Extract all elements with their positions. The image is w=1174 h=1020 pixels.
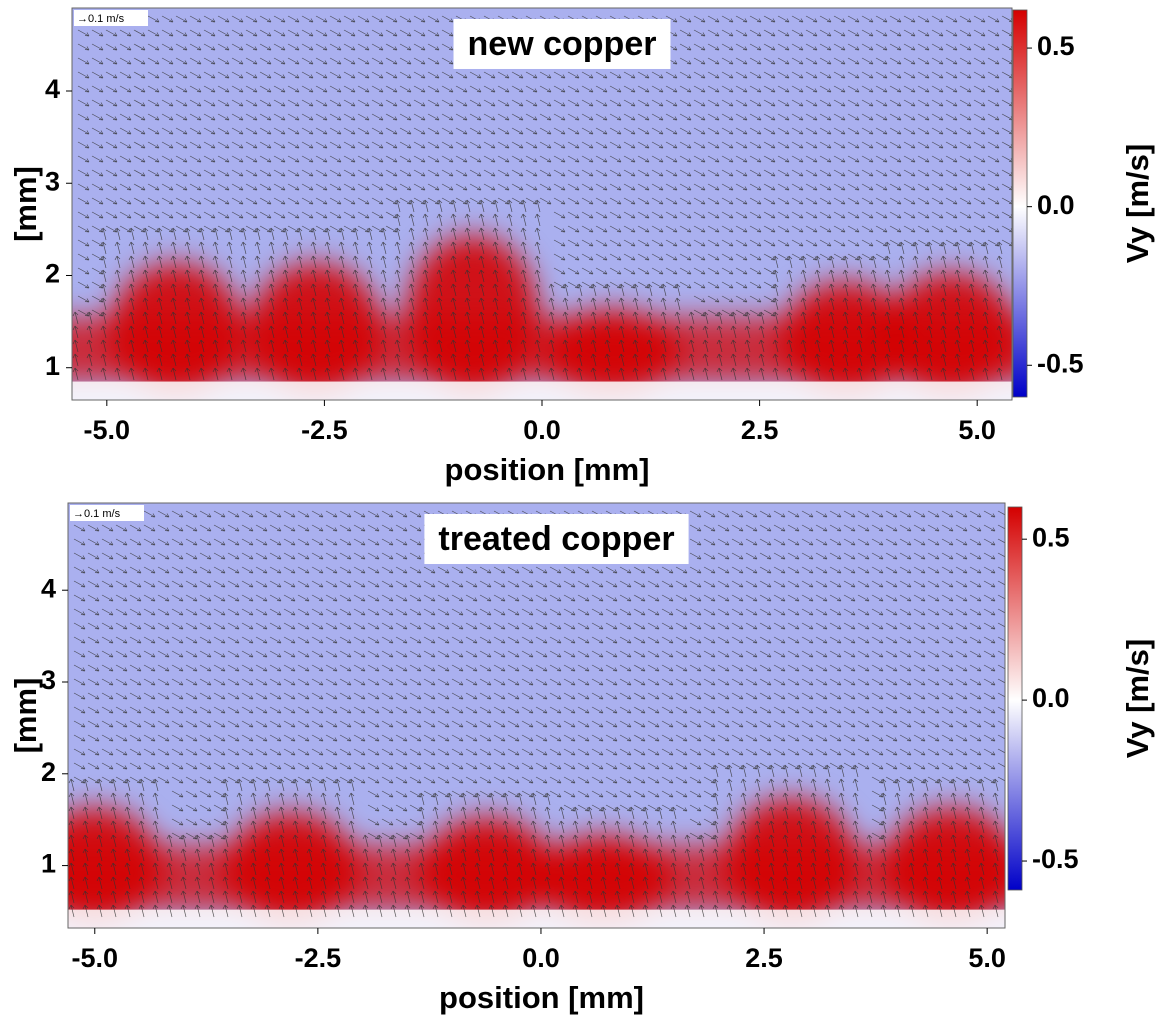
panel-title: new copper (468, 25, 657, 63)
title-box (453, 18, 671, 69)
plume (405, 235, 540, 397)
x-tick-label: 5.0 (958, 415, 996, 445)
y-tick-label: 2 (41, 757, 56, 787)
colorbar-tick-label: -0.5 (1032, 844, 1079, 874)
panel-title: treated copper (438, 520, 674, 558)
colorbar-tick-label: 0.0 (1037, 190, 1075, 220)
title-box (424, 513, 689, 564)
plume (109, 262, 244, 397)
y-tick-label: 2 (45, 259, 60, 289)
x-tick-label: 0.0 (523, 415, 561, 445)
panel: →0.1 m/s new copper -5.0 -2.5 0.0 2.5 5.0 1 2 3 4 p… (8, 7, 1155, 487)
floor-band (68, 909, 1005, 928)
colorbar-tick-label: 0.5 (1037, 31, 1075, 61)
plume-layer (72, 235, 1012, 397)
x-tick-label: 0.0 (522, 943, 560, 973)
x-tick-label: -5.0 (72, 943, 119, 973)
floor-band (72, 381, 1012, 400)
colorbar-tick-label: 0.0 (1032, 683, 1070, 713)
plume (883, 272, 1012, 397)
colorbar-label: Vy [m/s] (1120, 144, 1155, 263)
plot-area (72, 8, 1012, 400)
x-tick-label: 5.0 (968, 943, 1006, 973)
colorbar (1012, 9, 1028, 398)
colorbar (1007, 506, 1023, 891)
plume (884, 807, 1005, 925)
x-axis-label: position [mm] (445, 452, 650, 487)
reference-box (74, 10, 148, 26)
y-tick-label: 3 (45, 166, 60, 196)
plume (420, 816, 555, 925)
colorbar-tick-label: 0.5 (1032, 522, 1070, 552)
reference-box (70, 505, 144, 521)
reference-vector: →0.1 m/s (77, 13, 125, 25)
y-axis-label: [mm] (8, 166, 43, 242)
x-tick-label: -2.5 (295, 943, 342, 973)
x-tick-label: -5.0 (84, 415, 131, 445)
plot-frame (67, 502, 1006, 929)
y-tick-label: 1 (45, 351, 60, 381)
plume (779, 281, 914, 397)
reference-vector: →0.1 m/s (73, 508, 121, 520)
y-tick-label: 3 (41, 665, 56, 695)
plume (68, 807, 162, 925)
plume (544, 308, 679, 397)
colorbar-tick-label: -0.5 (1037, 348, 1084, 378)
x-tick-label: 2.5 (741, 415, 779, 445)
y-axis-label: [mm] (8, 678, 43, 754)
x-tick-label: 2.5 (745, 943, 783, 973)
panel: →0.1 m/s treated copper -5.0 -2.5 0.0 2.5 5.0 1… (8, 502, 1155, 1015)
y-tick-label: 4 (45, 74, 60, 104)
x-axis-label: position [mm] (439, 980, 644, 1015)
x-tick-label: -2.5 (301, 415, 348, 445)
y-tick-label: 4 (41, 573, 56, 603)
colorbar-label: Vy [m/s] (1120, 639, 1155, 758)
y-tick-label: 1 (41, 849, 56, 879)
plot-area (68, 503, 1005, 928)
plume (248, 262, 383, 397)
